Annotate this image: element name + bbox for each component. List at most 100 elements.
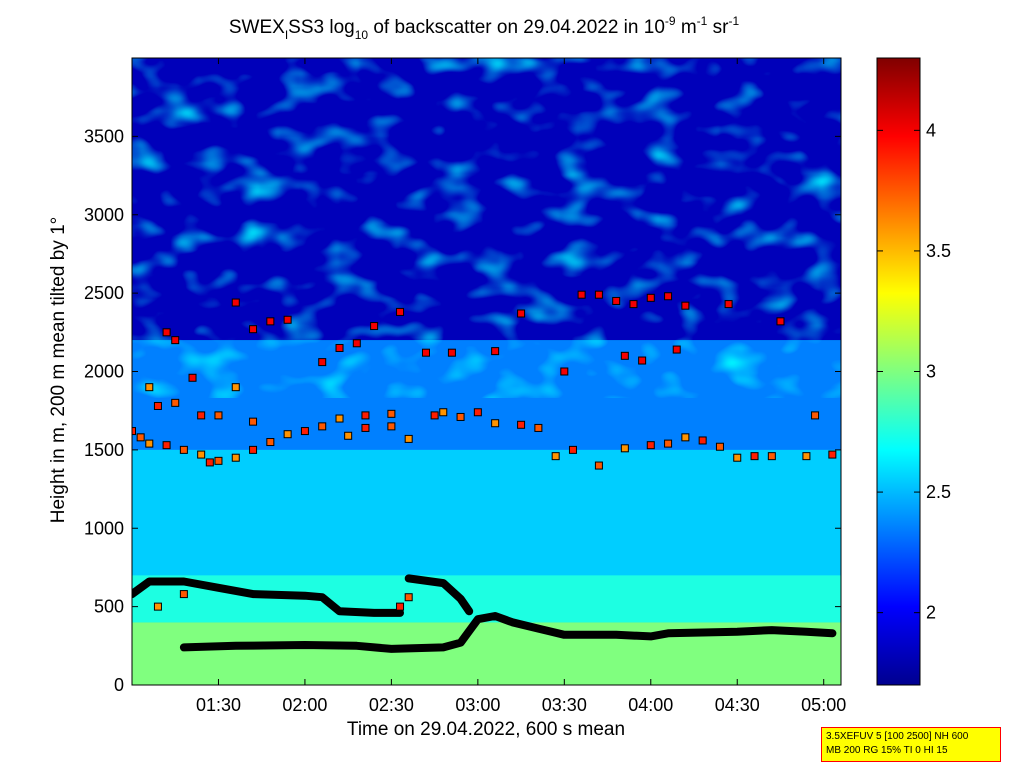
cloud-marker (491, 347, 500, 356)
cloud-marker (370, 322, 379, 331)
cloud-marker (179, 445, 188, 454)
cloud-marker (318, 422, 327, 431)
cloud-marker (802, 452, 811, 461)
cloud-marker (534, 423, 543, 432)
heatmap-layer-2 (132, 449, 841, 576)
cloud-marker (664, 439, 673, 448)
cloud-marker (776, 317, 785, 326)
x-axis-label: Time on 29.04.2022, 600 s mean (347, 719, 625, 740)
cloud-marker (594, 461, 603, 470)
cloud-marker (249, 417, 258, 426)
cloud-marker (231, 453, 240, 462)
cloud-marker (715, 442, 724, 451)
colorbar (877, 58, 920, 685)
colorbar-ticks: 2 2.5 3 3.5 4 (877, 120, 951, 623)
heatmap-area (132, 58, 841, 685)
cloud-marker (620, 351, 629, 360)
cloud-marker (145, 383, 154, 392)
cloud-marker (361, 423, 370, 432)
y-axis: 0 500 1000 1500 2000 2500 3000 3500 (84, 126, 841, 695)
cloud-marker (283, 315, 292, 324)
cloud-marker (672, 345, 681, 354)
chart-title: SWEXISS3 log10 of backscatter on 29.04.2… (229, 14, 740, 42)
cloud-marker (551, 452, 560, 461)
cloud-marker (249, 445, 258, 454)
cloud-marker (283, 430, 292, 439)
y-tick-label: 500 (94, 597, 124, 617)
cloud-marker (629, 300, 638, 309)
cloud-marker (568, 445, 577, 454)
cloud-marker (197, 411, 206, 420)
cloud-marker (188, 373, 197, 382)
x-tick-label: 03:30 (542, 695, 587, 715)
cloud-marker (214, 411, 223, 420)
cloud-marker (577, 290, 586, 299)
colorbar-tick-label: 3.5 (926, 241, 951, 261)
cloud-marker (594, 290, 603, 299)
cloud-marker (638, 356, 647, 365)
cloud-marker (214, 456, 223, 465)
cloud-marker (153, 401, 162, 410)
cloud-marker (145, 439, 154, 448)
upper-layer-line (132, 577, 404, 617)
y-tick-label: 2000 (84, 362, 124, 382)
cloud-marker (698, 436, 707, 445)
x-tick-label: 02:00 (282, 695, 327, 715)
y-tick-label: 1500 (84, 440, 124, 460)
x-tick-label: 03:00 (455, 695, 500, 715)
cloud-marker (456, 412, 465, 421)
cloud-marker (421, 348, 430, 357)
cloud-marker (249, 325, 258, 334)
colorbar-tick-label: 3 (926, 362, 936, 382)
cloud-marker (171, 336, 180, 345)
cloud-marker (828, 450, 837, 459)
cloud-markers (132, 290, 837, 611)
cloud-marker (447, 348, 456, 357)
cloud-marker (179, 590, 188, 599)
info-line-1: 3.5XEFUV 5 [100 2500] NH 600 (826, 731, 969, 742)
cloud-marker (404, 593, 413, 602)
y-tick-label: 3500 (84, 126, 124, 146)
cloud-marker (132, 427, 136, 436)
x-tick-label: 01:30 (196, 695, 241, 715)
upper-layer-line-2 (404, 574, 474, 616)
mixing-layer-line (179, 612, 837, 653)
cloud-marker (767, 452, 776, 461)
cloud-marker (646, 441, 655, 450)
cloud-marker (430, 411, 439, 420)
colorbar-tick-label: 4 (926, 120, 936, 140)
cloud-marker (517, 420, 526, 429)
cloud-marker (396, 602, 405, 611)
colorbar-tick-label: 2 (926, 603, 936, 623)
cloud-marker (266, 317, 275, 326)
cloud-marker (335, 414, 344, 423)
detection-lines (132, 574, 837, 653)
cloud-marker (136, 433, 145, 442)
cloud-marker (404, 434, 413, 443)
cloud-marker (231, 298, 240, 307)
cloud-marker (664, 292, 673, 301)
cloud-marker (733, 453, 742, 462)
cloud-marker (387, 409, 396, 418)
cloud-marker (197, 450, 206, 459)
cloud-marker (300, 427, 309, 436)
cloud-marker (681, 301, 690, 310)
y-axis-label: Height in m, 200 m mean tilted by 1° (48, 217, 69, 523)
x-tick-label: 05:00 (801, 695, 846, 715)
cloud-marker (517, 309, 526, 318)
cloud-marker (266, 438, 275, 447)
cloud-marker (473, 408, 482, 417)
cloud-marker (396, 307, 405, 316)
cloud-marker (344, 431, 353, 440)
settings-info-box: 3.5XEFUV 5 [100 2500] NH 600 MB 200 RG 1… (821, 727, 1001, 762)
cloud-marker (560, 367, 569, 376)
cloud-marker (352, 339, 361, 348)
y-tick-label: 3000 (84, 205, 124, 225)
cloud-marker (361, 411, 370, 420)
cloud-marker (387, 422, 396, 431)
cloud-marker (750, 452, 759, 461)
y-tick-label: 1000 (84, 518, 124, 538)
cloud-marker (318, 358, 327, 367)
info-line-2: MB 200 RG 15% TI 0 HI 15 (826, 745, 948, 756)
